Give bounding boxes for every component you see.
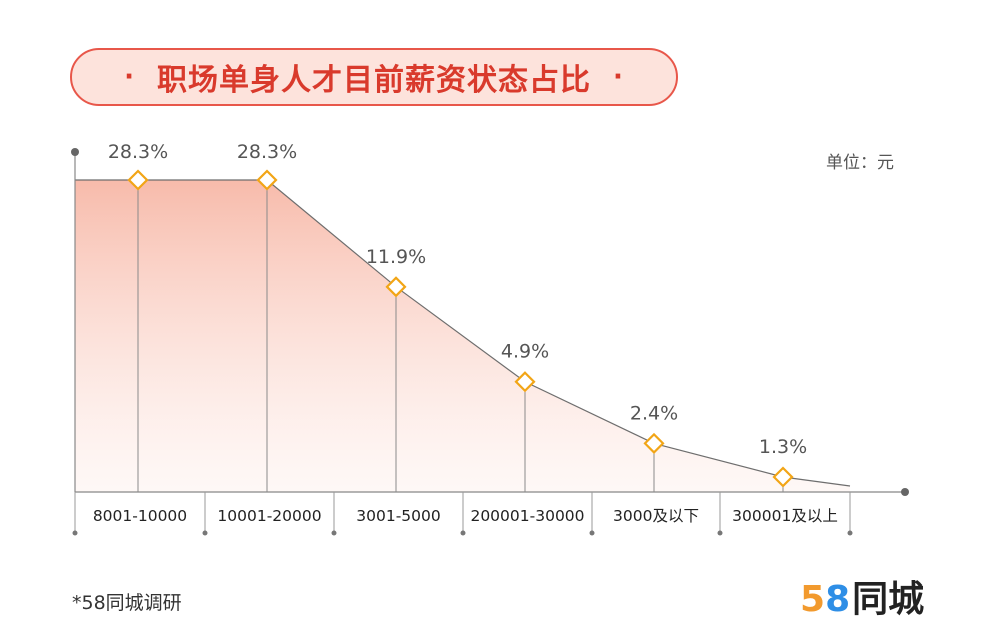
data-label: 1.3% bbox=[759, 436, 807, 458]
data-label: 28.3% bbox=[237, 141, 297, 163]
separator-dot bbox=[72, 530, 78, 536]
logo-digit-5: 5 bbox=[800, 579, 826, 620]
data-point-marker bbox=[256, 169, 278, 191]
source-note: *58同城调研 bbox=[72, 592, 182, 614]
separator-dot bbox=[589, 530, 595, 536]
logo-digit-8: 8 bbox=[825, 579, 851, 620]
x-tick-label: 200001-30000 bbox=[470, 507, 584, 525]
separator-dot bbox=[717, 530, 723, 536]
data-label: 2.4% bbox=[630, 402, 678, 424]
title-dot-left: · bbox=[124, 62, 135, 92]
series-line bbox=[75, 179, 851, 487]
data-point-marker bbox=[514, 371, 536, 393]
x-tick-label: 10001-20000 bbox=[217, 507, 321, 525]
data-label: 4.9% bbox=[501, 341, 549, 363]
data-label: 11.9% bbox=[366, 246, 426, 268]
data-point-marker bbox=[643, 432, 665, 454]
data-point-marker bbox=[772, 466, 794, 488]
brand-logo: 5 8 同城 bbox=[800, 570, 924, 622]
separator-dot bbox=[847, 530, 853, 536]
chart-title-banner: · 职场单身人才目前薪资状态占比 · bbox=[70, 48, 678, 106]
x-axis-end-dot bbox=[901, 488, 909, 496]
title-dot-right: · bbox=[613, 62, 624, 92]
separator-dot bbox=[460, 530, 466, 536]
x-tick-label: 300001及以上 bbox=[732, 507, 838, 525]
chart-title: 职场单身人才目前薪资状态占比 bbox=[157, 63, 591, 98]
data-point-marker bbox=[127, 169, 149, 191]
separator-dot bbox=[331, 530, 337, 536]
unit-label: 单位：元 bbox=[826, 153, 894, 173]
logo-text: 同城 bbox=[852, 579, 925, 620]
x-tick-label: 3001-5000 bbox=[356, 507, 441, 525]
x-tick-label: 8001-10000 bbox=[93, 507, 187, 525]
x-tick-label: 3000及以下 bbox=[613, 507, 699, 525]
data-point-marker bbox=[385, 276, 407, 298]
data-label: 28.3% bbox=[108, 141, 168, 163]
y-axis-end-dot bbox=[71, 148, 79, 156]
separator-dot bbox=[202, 530, 208, 536]
